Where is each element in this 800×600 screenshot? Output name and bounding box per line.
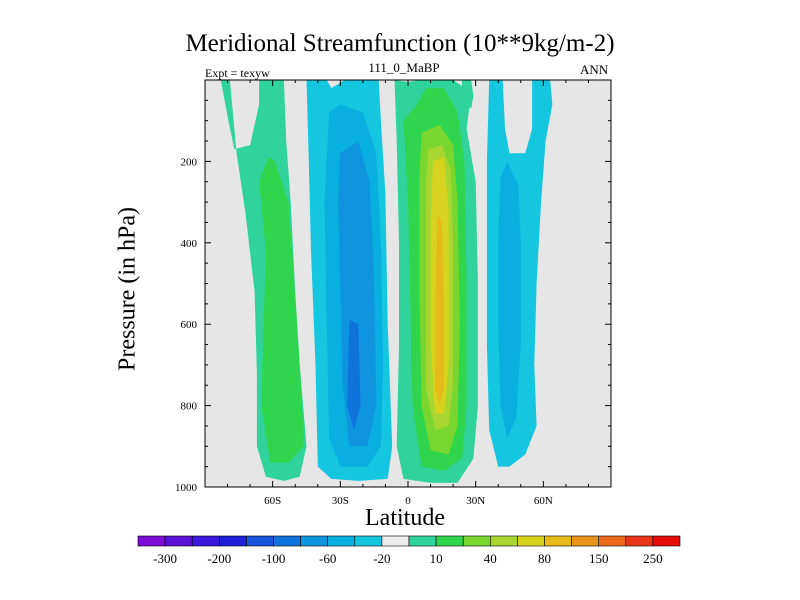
colorbar-label: 250 <box>643 551 663 566</box>
y-tick-label: 200 <box>181 156 198 168</box>
contour-nh-negative-core <box>498 161 521 439</box>
y-tick-label: 400 <box>181 238 198 250</box>
contour-nh-dot <box>493 90 496 99</box>
colorbar-swatch <box>598 535 627 547</box>
colorbar-swatch <box>571 535 599 547</box>
colorbar-swatch <box>381 535 410 547</box>
colorbar-swatch <box>137 535 166 547</box>
season-label: ANN <box>580 62 609 77</box>
chart-title: Meridional Streamfunction (10**9kg/m-2) <box>185 30 615 57</box>
colorbar-swatch <box>327 535 356 547</box>
colorbar-swatch <box>462 535 491 547</box>
experiment-label: Expt = texyw <box>205 66 270 80</box>
colorbar-label: 40 <box>484 551 497 566</box>
colorbar-swatch <box>273 535 301 547</box>
y-tick-label: 600 <box>181 319 198 331</box>
colorbar-swatch <box>354 535 383 547</box>
colorbar-swatch <box>300 535 329 547</box>
colorbar-swatch <box>164 535 193 547</box>
contour-nh-small-top <box>462 80 474 109</box>
colorbar-label: 10 <box>430 551 443 566</box>
colorbar-label: -60 <box>319 551 336 566</box>
colorbar-swatch <box>489 535 518 547</box>
colorbar-swatch <box>246 535 274 547</box>
y-tick-label: 800 <box>181 401 198 413</box>
colorbar-swatch <box>435 535 464 547</box>
colorbar-swatch <box>544 535 572 547</box>
colorbar-label: -200 <box>207 551 231 566</box>
colorbar-swatch <box>652 535 681 547</box>
x-axis-label: Latitude <box>365 505 445 531</box>
x-tick-label: 60S <box>264 495 281 507</box>
x-tick-label: 30N <box>466 495 485 507</box>
y-axis-label: Pressure (in hPa) <box>114 207 141 371</box>
colorbar-swatch <box>219 535 247 547</box>
colorbar-swatch <box>191 535 220 547</box>
y-tick-label: 1000 <box>175 482 198 494</box>
colorbar-swatch <box>408 535 437 547</box>
colorbar-swatch <box>517 535 545 547</box>
colorbar-label: 150 <box>589 551 609 566</box>
chart-subtitle: 111_0_MaBP <box>368 60 440 75</box>
contour-sh-negative-peak <box>347 320 361 430</box>
x-tick-label: 60N <box>534 495 553 507</box>
colorbar-label: -100 <box>262 551 286 566</box>
x-tick-label: 0 <box>405 495 411 507</box>
x-tick-label: 30S <box>332 495 349 507</box>
contour-sh-positive-core <box>259 157 305 463</box>
colorbar-label: -300 <box>153 551 177 566</box>
contour-fields <box>220 80 553 483</box>
colorbar-swatch <box>625 535 654 547</box>
contour-sh-negative-center <box>338 141 377 447</box>
colorbar-label: 80 <box>538 551 551 566</box>
colorbar-label: -20 <box>373 551 390 566</box>
contour-tropical-cell-core <box>435 214 445 406</box>
